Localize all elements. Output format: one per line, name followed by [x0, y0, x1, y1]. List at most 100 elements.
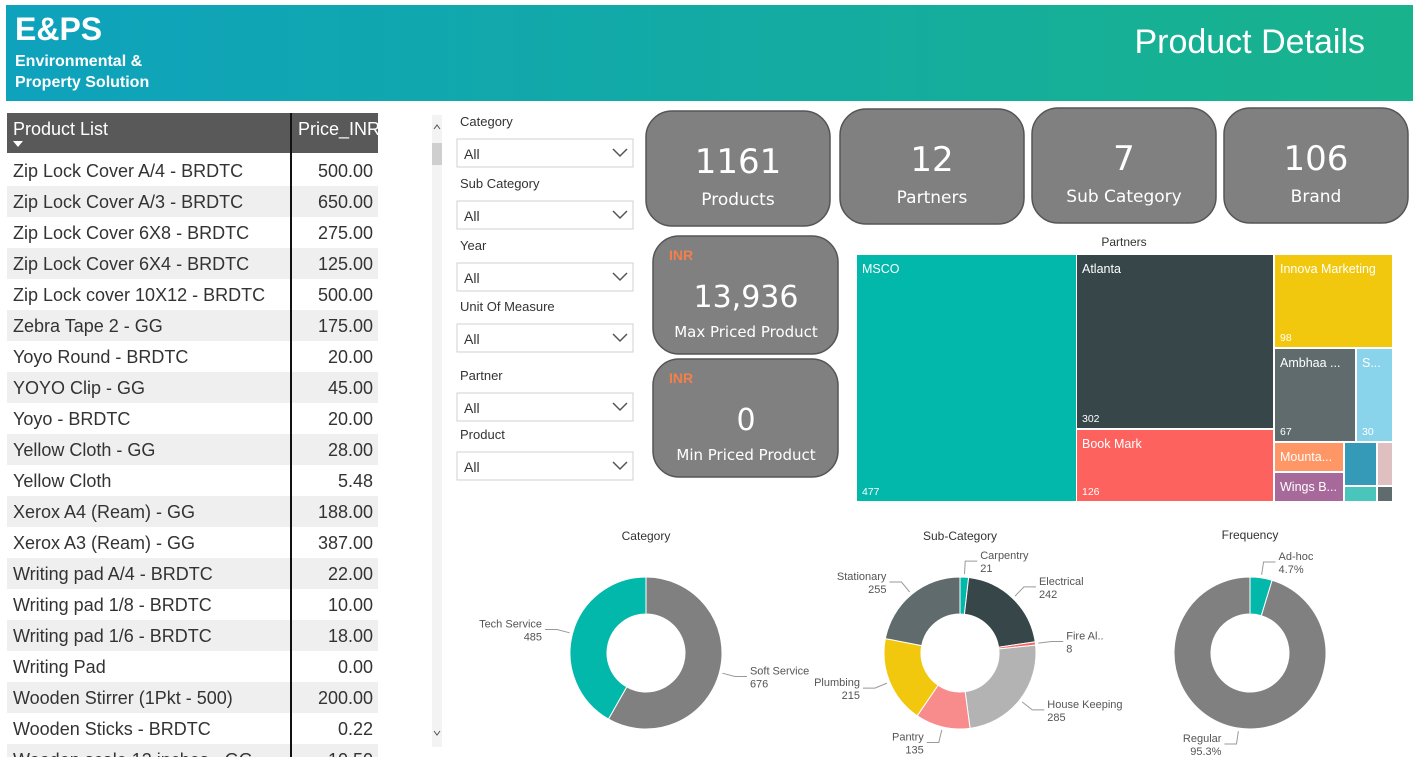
- filter-value: All: [464, 400, 480, 416]
- treemap-tile[interactable]: [1378, 443, 1392, 485]
- tile-label: Wings B...: [1280, 480, 1337, 494]
- product-price: 125.00: [318, 254, 373, 274]
- sort-arrow[interactable]: [13, 141, 23, 147]
- product-price: 650.00: [318, 192, 373, 212]
- table-row: [7, 558, 378, 589]
- slice-label: Carpentry: [980, 550, 1029, 562]
- product-name: Writing Pad: [13, 657, 106, 677]
- filter-value: All: [464, 208, 480, 224]
- tile-label: Mounta...: [1280, 450, 1332, 464]
- dropdown-chevron[interactable]: [612, 402, 628, 412]
- filter-dropdown[interactable]: [456, 262, 634, 292]
- leader-line: [889, 581, 911, 593]
- kpi-card: [652, 358, 839, 478]
- tile-value: 302: [1082, 413, 1100, 425]
- tile-label: Ambhaa ...: [1280, 356, 1340, 370]
- dropdown-chevron[interactable]: [612, 272, 628, 282]
- card-label: Brand: [1291, 187, 1342, 207]
- product-name: Zip Lock Cover 6X4 - BRDTC: [13, 254, 249, 274]
- treemap-tile[interactable]: [1077, 255, 1273, 428]
- slice-value: 215: [842, 690, 860, 702]
- dropdown-chevron[interactable]: [612, 210, 628, 220]
- tile-label: Book Mark: [1082, 437, 1142, 451]
- treemap-tile[interactable]: [1275, 473, 1343, 501]
- donut-slice[interactable]: [607, 576, 723, 730]
- treemap-tile[interactable]: [857, 255, 1076, 501]
- tile-value: 126: [1082, 486, 1100, 498]
- slice-label: Ad-hoc: [1279, 551, 1314, 563]
- treemap-tile[interactable]: [1275, 255, 1392, 347]
- table-row: [7, 341, 378, 372]
- product-name: Xerox A3 (Ream) - GG: [13, 533, 195, 553]
- card-label: Partners: [897, 188, 968, 208]
- scroll-down[interactable]: [433, 730, 441, 736]
- filter-label: Category: [460, 114, 513, 129]
- table-row: [7, 279, 378, 310]
- dropdown-chevron[interactable]: [612, 461, 628, 471]
- product-price: 0.00: [338, 657, 373, 677]
- scrollbar-track: [432, 115, 442, 747]
- filter-value: All: [464, 146, 480, 162]
- filter-dropdown[interactable]: [456, 200, 634, 230]
- slice-label: Pantry: [892, 732, 924, 744]
- slice-label: House Keeping: [1047, 699, 1122, 711]
- product-price: 188.00: [318, 502, 373, 522]
- product-name: Zip Lock Cover A/4 - BRDTC: [13, 161, 243, 181]
- table-row: [7, 217, 378, 248]
- leader-line: [1021, 701, 1045, 711]
- kpi-value: 13,936: [694, 280, 799, 315]
- leader-line: [1261, 561, 1276, 575]
- product-price: 175.00: [318, 316, 373, 336]
- leader-line: [1014, 586, 1036, 597]
- kpi-value: 0: [736, 403, 755, 438]
- table-row: [7, 651, 378, 682]
- kpi-currency: INR: [669, 247, 693, 263]
- filter-dropdown[interactable]: [456, 392, 634, 422]
- column-header: Product List: [13, 119, 108, 139]
- treemap-tile[interactable]: [1275, 443, 1343, 471]
- slice-value: 676: [750, 679, 768, 691]
- treemap-tile[interactable]: [1345, 487, 1376, 501]
- treemap-tile[interactable]: [1357, 349, 1392, 441]
- kpi-card: [1031, 107, 1217, 224]
- dropdown-chevron[interactable]: [612, 333, 628, 343]
- treemap-tile[interactable]: [1275, 349, 1355, 441]
- product-name: Wooden Stirrer (1Pkt - 500): [13, 688, 233, 708]
- scrollbar-thumb[interactable]: [432, 143, 442, 165]
- scroll-up[interactable]: [433, 124, 441, 130]
- donut-slice[interactable]: [963, 576, 1036, 648]
- leader-line: [963, 560, 978, 575]
- slice-label: Regular: [1183, 733, 1222, 745]
- table-row: [7, 527, 378, 558]
- tile-value: 477: [862, 486, 880, 498]
- product-name: Yellow Cloth - GG: [13, 440, 155, 460]
- table-row: [7, 682, 378, 713]
- filter-value: All: [464, 270, 480, 286]
- slice-label: Electrical: [1039, 576, 1084, 588]
- dropdown-chevron[interactable]: [612, 148, 628, 158]
- treemap-tile[interactable]: [1345, 443, 1376, 485]
- chart-title: Partners: [1101, 235, 1146, 249]
- donut-slice[interactable]: [569, 576, 647, 720]
- slice-value: 242: [1039, 589, 1057, 601]
- filter-dropdown[interactable]: [456, 323, 634, 353]
- donut-slice[interactable]: [964, 644, 1037, 729]
- tile-value: 98: [1280, 332, 1292, 344]
- filter-label: Year: [460, 238, 487, 253]
- treemap-tile[interactable]: [1378, 487, 1392, 501]
- slice-value: 485: [524, 631, 542, 643]
- card-value: 7: [1113, 139, 1135, 179]
- filter-dropdown[interactable]: [456, 138, 634, 168]
- donut-slice[interactable]: [884, 576, 961, 647]
- donut-slice[interactable]: [1173, 576, 1327, 730]
- product-price: 10.00: [328, 595, 373, 615]
- slice-value: 21: [980, 563, 992, 575]
- treemap-tile[interactable]: [1077, 430, 1273, 501]
- filter-dropdown[interactable]: [456, 451, 634, 481]
- slice-label: Plumbing: [814, 677, 860, 689]
- slice-label: Soft Service: [750, 666, 809, 678]
- product-price: 200.00: [318, 688, 373, 708]
- product-name: Zip Lock Cover 6X8 - BRDTC: [13, 223, 249, 243]
- slice-value: 285: [1047, 712, 1065, 724]
- chart-title: Category: [622, 529, 671, 543]
